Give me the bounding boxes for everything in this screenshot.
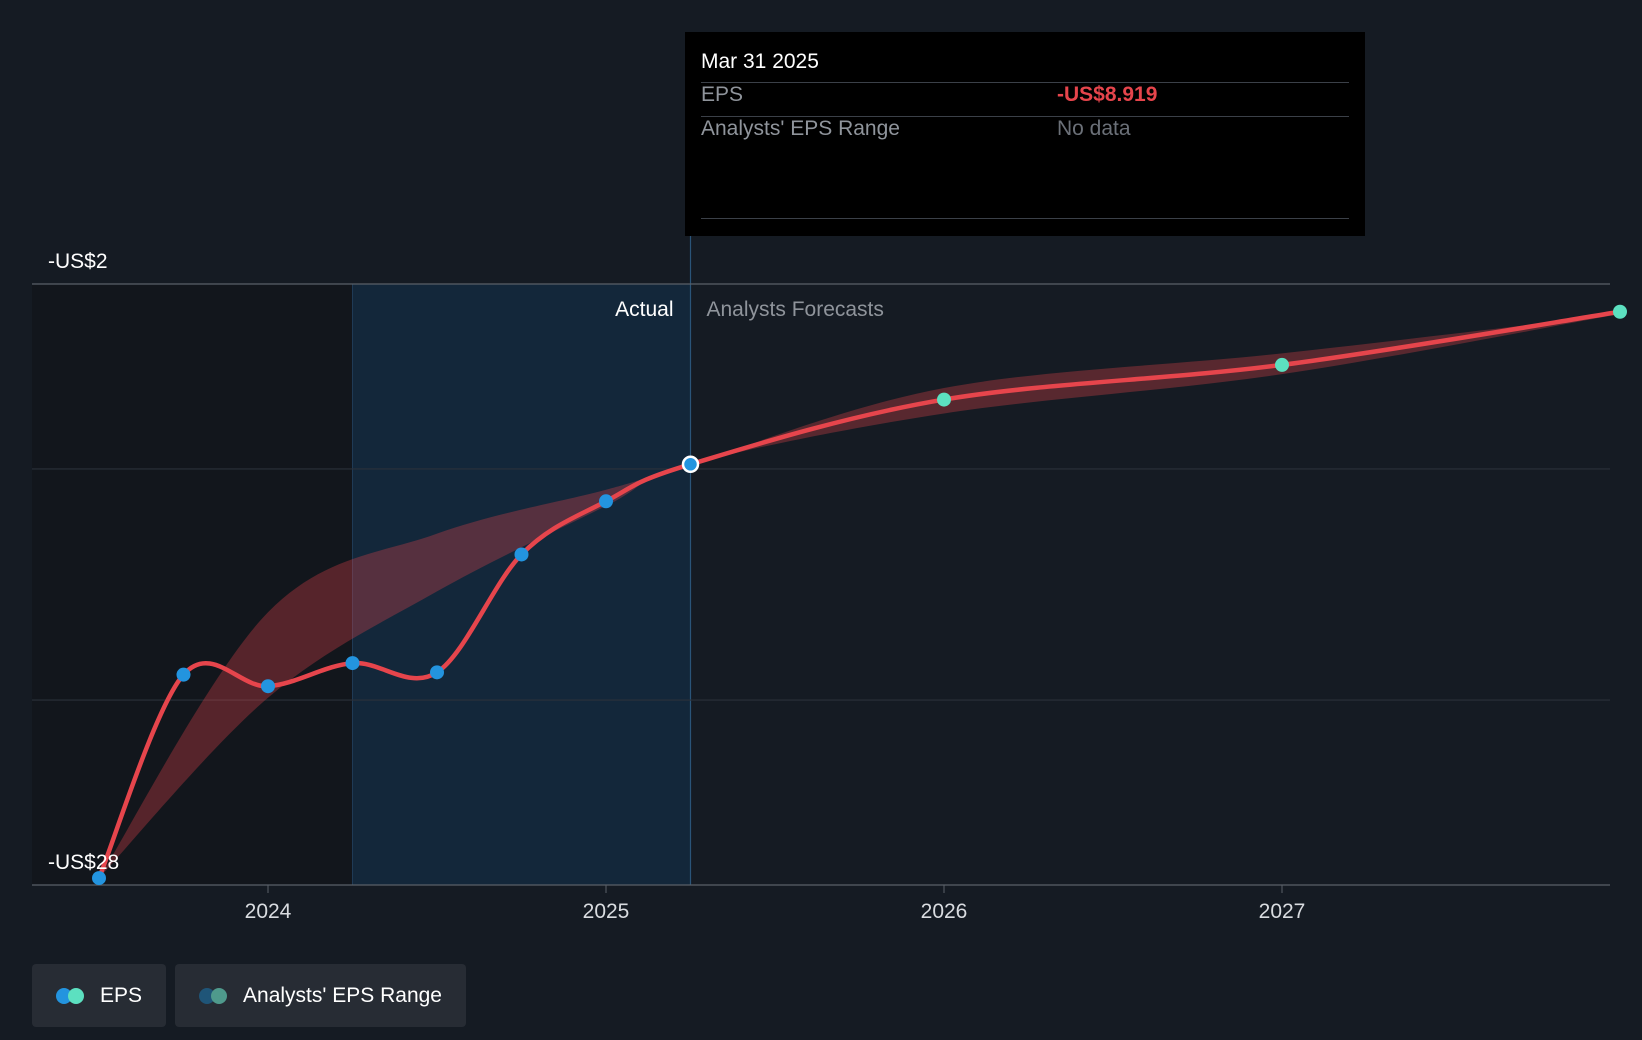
tooltip-divider (701, 218, 1349, 219)
legend-label-eps: EPS (100, 983, 143, 1007)
eps-point-actual (514, 547, 529, 562)
legend-item-eps-range[interactable]: Analysts' EPS Range (175, 964, 466, 1027)
x-tick-label: 2027 (1259, 900, 1306, 923)
actual-region-label: Actual (615, 298, 673, 321)
eps-line-path (96, 309, 1623, 881)
eps-points (92, 304, 1627, 886)
tooltip-row-eps: EPS -US$8.919 (701, 82, 1349, 114)
hover-tooltip: Mar 31 2025 EPS -US$8.919 Analysts' EPS … (685, 32, 1365, 236)
eps-point-forecast (1613, 304, 1627, 319)
chart-gridlines (32, 283, 1610, 893)
tooltip-row-range: Analysts' EPS Range No data (701, 116, 1349, 148)
y-tick-label: -US$28 (48, 851, 119, 874)
eps-point-actual (345, 656, 360, 671)
y-tick-label: -US$2 (48, 250, 108, 273)
chart-labels: -US$2 -US$28 2024 2025 2026 2027 Actual Analyst… (48, 250, 1305, 923)
past-region (32, 284, 353, 885)
chart-regions (32, 236, 692, 885)
tooltip-date: Mar 31 2025 (701, 50, 819, 73)
tooltip-divider (701, 116, 1349, 117)
tooltip-divider (701, 82, 1349, 83)
eps-point-actual (681, 455, 700, 474)
tooltip-range-label: Analysts' EPS Range (701, 117, 900, 140)
legend-item-eps[interactable]: EPS (32, 964, 167, 1027)
forecast-region-label: Analysts Forecasts (707, 298, 884, 321)
x-tick-label: 2025 (583, 900, 630, 923)
eps-legend-icon (56, 987, 86, 1004)
chart-legend: EPS Analysts' EPS Range (32, 964, 466, 1027)
eps-point-actual (430, 665, 444, 680)
tooltip-range-value: No data (1057, 117, 1131, 140)
eps-range-area (99, 314, 1620, 879)
eps-point-actual (261, 679, 275, 694)
legend-label-eps-range: Analysts' EPS Range (243, 983, 442, 1007)
tooltip-eps-value: -US$8.919 (1057, 83, 1158, 106)
eps-point-forecast (937, 392, 951, 407)
eps-point-actual (176, 667, 191, 682)
eps-point-actual (92, 871, 106, 886)
tooltip-eps-label: EPS (701, 83, 744, 106)
eps-range-legend-icon (199, 987, 229, 1004)
eps-point-actual (599, 494, 613, 509)
eps-range-band (99, 314, 1620, 879)
eps-line (96, 309, 1623, 881)
eps-point-forecast (1275, 357, 1289, 372)
x-tick-label: 2026 (921, 900, 968, 923)
x-tick-label: 2024 (245, 900, 292, 923)
actual-region (352, 284, 691, 885)
